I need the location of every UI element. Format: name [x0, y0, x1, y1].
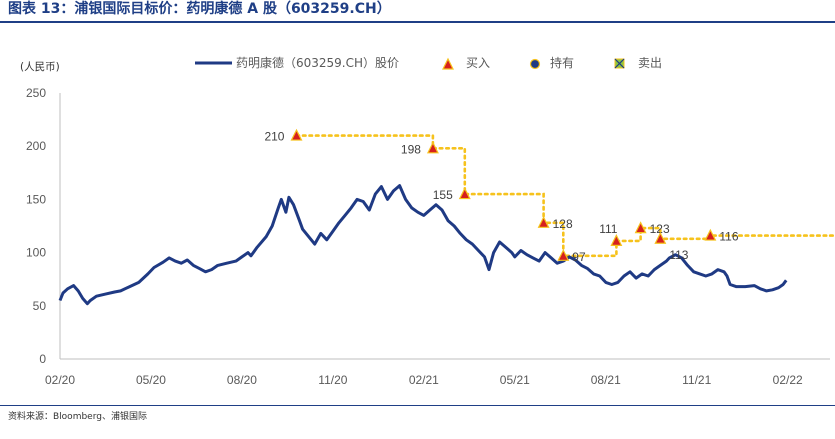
target-price-label: 198: [401, 142, 421, 156]
legend-sell-label: 卖出: [638, 56, 662, 70]
title-rule: [0, 21, 835, 23]
price-line: [58, 184, 788, 306]
legend-price-label: 药明康德（603259.CH）股价: [236, 55, 399, 70]
buy-marker-icon: [654, 231, 667, 244]
legend-buy-label: 买入: [466, 56, 490, 70]
y-tick-label: 250: [26, 86, 46, 100]
target-price-label: 97: [572, 250, 586, 264]
target-price-label: 210: [264, 130, 284, 144]
x-tick-label: 05/21: [500, 373, 530, 387]
source-rule: [0, 405, 835, 406]
x-tick-label: 02/20: [45, 373, 75, 387]
chart-title: 图表 13：浦银国际目标价：药明康德 A 股（603259.CH）: [8, 1, 391, 17]
y-tick-label: 0: [39, 352, 46, 366]
label-background: [396, 141, 424, 158]
y-tick-label: 150: [26, 192, 46, 206]
buy-marker-icon: [610, 234, 623, 246]
y-unit-label: (人民币): [20, 61, 60, 73]
target-price-label: 111: [599, 222, 618, 236]
source-note: 资料来源：Bloomberg、浦银国际: [8, 412, 147, 422]
target-price-label: 113: [669, 248, 688, 262]
y-tick-label: 200: [26, 139, 46, 153]
rating-annotations: 210 198 155 128 97 111 123 113 116: [260, 128, 739, 264]
label-background: [428, 187, 456, 204]
buy-marker-icon: [426, 141, 439, 154]
label-background: [260, 128, 288, 145]
x-axis-ticks: 02/20 05/20 08/20 11/20 02/21 05/21 08/21 11/21…: [45, 373, 803, 387]
legend-buy-icon: [442, 57, 454, 70]
target-price-label: 116: [719, 230, 738, 244]
x-tick-label: 08/21: [591, 373, 621, 387]
y-tick-label: 100: [26, 246, 46, 260]
target-price-label: 155: [433, 188, 453, 202]
buy-marker-icon: [557, 248, 570, 261]
x-tick-label: 02/22: [773, 373, 803, 387]
x-tick-label: 11/21: [682, 373, 711, 387]
x-tick-label: 05/20: [136, 373, 166, 387]
buy-marker-icon: [290, 128, 303, 141]
buy-marker-icon: [537, 215, 550, 228]
target-price-label: 123: [650, 222, 670, 236]
legend-hold-icon: [529, 58, 541, 70]
legend-sell-icon: [614, 58, 625, 69]
stock-price-chart: (人民币) 药明康德（603259.CH）股价 买入 持有 卖出 0 50 100 1…: [20, 55, 835, 387]
x-tick-label: 02/21: [409, 373, 439, 387]
y-axis-ticks: 0 50 100 150 200 250: [26, 86, 46, 366]
target-price-line: [295, 134, 835, 258]
buy-marker-icon: [458, 187, 471, 200]
buy-marker-icon: [704, 228, 717, 241]
legend: 药明康德（603259.CH）股价 买入 持有 卖出: [195, 55, 662, 70]
y-tick-label: 50: [33, 299, 47, 313]
legend-hold-label: 持有: [550, 55, 574, 70]
x-tick-label: 08/20: [227, 373, 257, 387]
x-tick-label: 11/20: [318, 373, 347, 387]
target-price-label: 128: [553, 217, 573, 231]
buy-marker-icon: [634, 221, 647, 234]
